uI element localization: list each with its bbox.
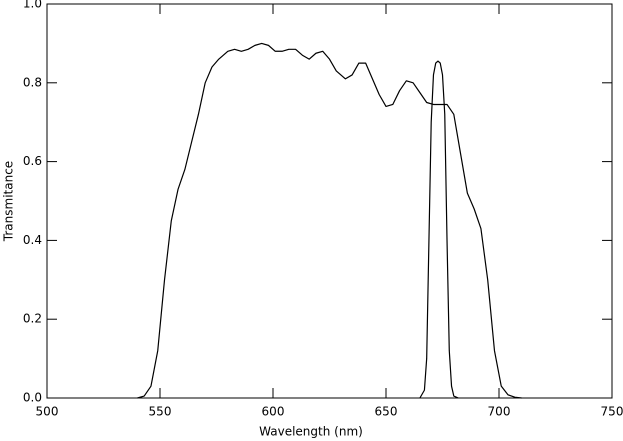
- x-tick-label: 700: [488, 405, 511, 419]
- x-tick-label: 600: [262, 405, 285, 419]
- x-tick-label: 550: [149, 405, 172, 419]
- line: [137, 42, 522, 399]
- y-tick-label: 0.2: [23, 312, 42, 326]
- plot-frame: [46, 3, 613, 399]
- y-tick-label: 0.0: [23, 391, 42, 405]
- x-tick-label: 750: [601, 405, 623, 419]
- line: [419, 60, 459, 399]
- y-tick-label: 0.8: [23, 75, 42, 89]
- x-tick-label: 650: [375, 405, 398, 419]
- x-axis-label: Wavelength (nm): [259, 425, 363, 439]
- y-tick-label: 0.4: [23, 233, 42, 247]
- y-axis-label: Transmitance: [2, 161, 16, 242]
- x-tick-label: 500: [36, 405, 59, 419]
- y-tick-label: 1.0: [23, 0, 42, 11]
- y-tick-label: 0.6: [23, 154, 42, 168]
